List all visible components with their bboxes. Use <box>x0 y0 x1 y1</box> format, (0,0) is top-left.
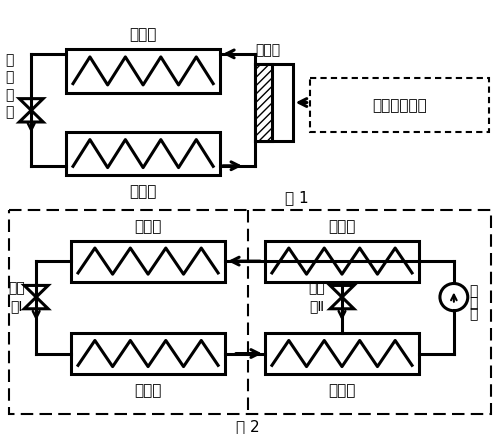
Text: 图 1: 图 1 <box>285 190 308 205</box>
Text: 溶: 溶 <box>470 284 478 298</box>
Text: 燃气发动机机: 燃气发动机机 <box>372 98 426 113</box>
Text: 节流: 节流 <box>8 281 24 295</box>
Text: 泵: 泵 <box>470 307 478 321</box>
Bar <box>66 132 220 176</box>
Text: 装: 装 <box>5 88 14 102</box>
Text: 液: 液 <box>470 295 478 309</box>
Text: 流: 流 <box>5 70 14 84</box>
Text: 节流: 节流 <box>309 281 326 295</box>
Bar <box>265 241 419 282</box>
Text: 置: 置 <box>5 105 14 119</box>
Bar <box>255 65 272 142</box>
Text: 阀Ⅰ: 阀Ⅰ <box>10 298 22 312</box>
Text: 蒸发器: 蒸发器 <box>134 382 162 397</box>
Bar <box>10 210 490 414</box>
Bar <box>255 65 293 142</box>
Text: 发生器: 发生器 <box>328 218 355 233</box>
Bar <box>71 333 225 374</box>
Bar <box>265 333 419 374</box>
Text: 冷凝器: 冷凝器 <box>130 27 157 42</box>
Text: 蒸发器: 蒸发器 <box>130 184 157 199</box>
Text: 节: 节 <box>5 53 14 66</box>
Text: 阀Ⅱ: 阀Ⅱ <box>310 298 324 312</box>
Text: 吸收器: 吸收器 <box>328 382 355 397</box>
Text: 图 2: 图 2 <box>236 418 260 433</box>
Text: 压缩机: 压缩机 <box>255 43 280 57</box>
Bar <box>71 241 225 282</box>
Bar <box>310 79 488 132</box>
Bar <box>66 50 220 94</box>
Text: 冷凝器: 冷凝器 <box>134 218 162 233</box>
